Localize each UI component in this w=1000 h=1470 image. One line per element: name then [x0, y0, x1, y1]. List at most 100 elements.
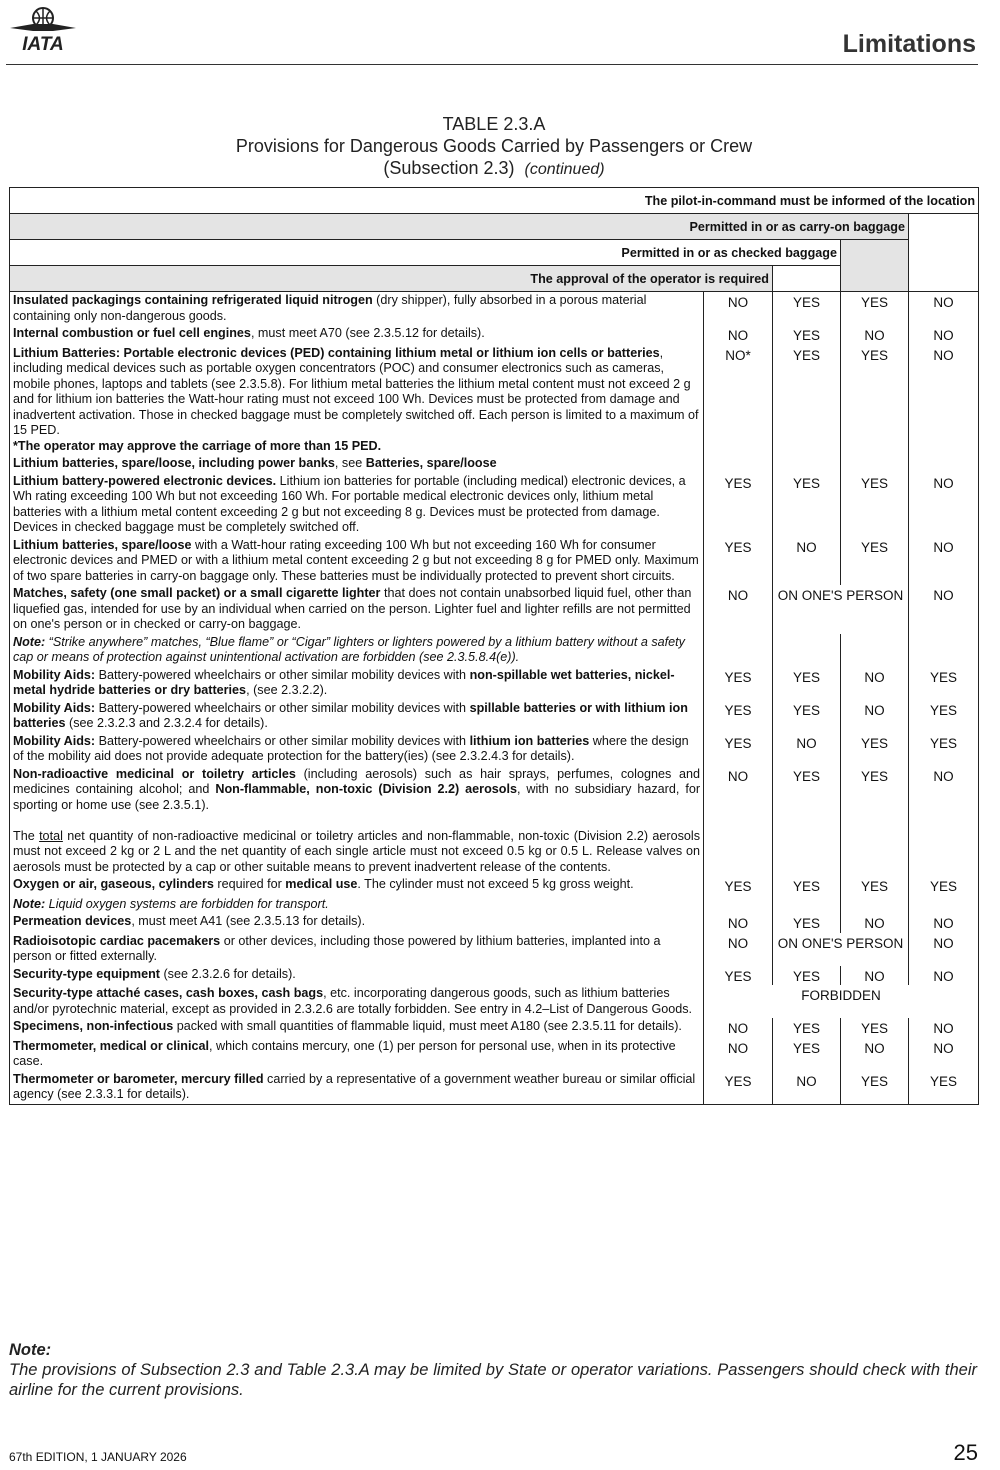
description-segment: total [39, 828, 63, 843]
value-checked-baggage: YES [772, 765, 841, 876]
value-pic-informed: NO [907, 472, 980, 537]
description-segment: , must meet A70 (see 2.3.5.12 for detail… [250, 326, 485, 340]
value-carry-on-baggage: YES [840, 344, 909, 455]
value-carry-on-baggage: NO [840, 325, 909, 345]
value-operator-approval: NO [703, 765, 773, 876]
value-operator-approval: YES [703, 666, 773, 700]
value-carry-on-baggage: YES [840, 1070, 909, 1105]
value-pic-informed: NO [907, 765, 980, 876]
value-pic-informed: YES [907, 876, 980, 896]
value-carry-on-baggage: YES [840, 765, 909, 876]
description-segment: Matches, safety (one small packet) or a … [13, 586, 381, 600]
value-pic-informed: NO [907, 932, 980, 966]
value-checked-baggage: YES [772, 291, 841, 325]
table-row: Note: Liquid oxygen systems are forbidde… [9, 895, 980, 913]
item-description: Thermometer, medical or clinical, which … [9, 1037, 704, 1071]
value-pic-informed: NO [907, 344, 980, 455]
description-segment: packed with small quantities of flammabl… [173, 1019, 682, 1033]
description-segment: with a Watt-hour rating exceeding 100 Wh… [13, 537, 699, 583]
value-checked-baggage: YES [772, 666, 841, 700]
note-label: Note: [9, 1341, 52, 1359]
header-carry-on: Permitted in or as carry-on baggage [9, 213, 909, 240]
value-carry-on-baggage: YES [840, 472, 909, 537]
value-operator-approval: NO [703, 913, 773, 933]
section-title: Limitations [842, 30, 976, 58]
value-operator-approval: NO [703, 1037, 773, 1071]
description-segment: Non-flammable, non-toxic (Division 2.2) … [215, 782, 517, 796]
table-subtitle: (Subsection 2.3) (continued) [0, 158, 988, 179]
value-operator-approval [703, 455, 773, 473]
value-operator-approval: YES [703, 965, 773, 985]
value-checked-baggage [772, 633, 841, 667]
item-description: Security-type equipment (see 2.3.2.6 for… [9, 965, 704, 985]
description-segment: Lithium battery-powered electronic devic… [13, 473, 277, 488]
table-row: Lithium battery-powered electronic devic… [9, 472, 980, 537]
table-row: Mobility Aids: Battery-powered wheelchai… [9, 699, 980, 733]
header-divider [6, 64, 978, 65]
value-checked-baggage: YES [772, 472, 841, 537]
value-carry-on-baggage: NO [840, 1037, 909, 1071]
table-row: Thermometer, medical or clinical, which … [9, 1037, 980, 1071]
value-pic-informed: YES [907, 666, 980, 700]
description-segment: Mobility Aids: [13, 667, 96, 682]
description-segment: , etc. incorporating dangerous goods, su… [13, 986, 693, 1016]
value-pic-informed: NO [907, 913, 980, 933]
value-carry-on-baggage [840, 455, 909, 473]
table-row: Mobility Aids: Battery-powered wheelchai… [9, 666, 980, 700]
item-description: Mobility Aids: Battery-powered wheelchai… [9, 732, 704, 766]
description-segment: , must meet A41 (see 2.3.5.13 for detail… [131, 914, 366, 928]
value-checked-baggage: YES [772, 913, 841, 933]
table-row: Permeation devices, must meet A41 (see 2… [9, 913, 980, 933]
value-checked-baggage: NO [772, 1070, 841, 1105]
description-segment: Non-radioactive medicinal or toiletry ar… [13, 766, 296, 781]
value-operator-approval: NO [703, 325, 773, 345]
value-checked-and-carry-on: ON ONE'S PERSON [772, 585, 909, 634]
description-segment: Mobility Aids: [13, 733, 96, 748]
description-segment: Battery-powered wheelchairs or other sim… [95, 700, 470, 715]
item-description: Matches, safety (one small packet) or a … [9, 585, 704, 634]
description-segment: Lithium batteries, spare/loose, includin… [13, 456, 335, 470]
description-segment: Lithium batteries, spare/loose [13, 537, 192, 552]
subsection-ref: (Subsection 2.3) [383, 158, 515, 178]
description-segment: lithium ion batteries [469, 733, 590, 748]
value-checked-baggage: YES [772, 344, 841, 455]
description-segment: Note: [13, 896, 46, 911]
description-segment: , which contains mercury, one (1) per pe… [13, 1038, 676, 1069]
svg-text:IATA: IATA [22, 34, 64, 55]
value-pic-informed: NO [907, 536, 980, 585]
item-description: Lithium Batteries: Portable electronic d… [9, 344, 704, 455]
table-number: TABLE 2.3.A [442, 114, 546, 134]
item-description: Lithium battery-powered electronic devic… [9, 472, 704, 537]
item-description: Insulated packagings containing refriger… [9, 291, 704, 325]
header-checked: Permitted in or as checked baggage [9, 239, 841, 266]
item-description: Internal combustion or fuel cell engines… [9, 325, 704, 345]
value-pic-informed [907, 633, 980, 667]
continued-label: (continued) [524, 161, 605, 178]
item-description: Non-radioactive medicinal or toiletry ar… [9, 765, 704, 876]
table-row: Lithium batteries, spare/loose, includin… [9, 455, 980, 473]
value-checked-baggage: YES [772, 965, 841, 985]
description-segment: The [13, 828, 40, 843]
value-pic-informed: NO [907, 585, 980, 634]
description-segment: spillable batteries or with lithium ion … [13, 700, 688, 731]
value-operator-approval [703, 895, 773, 913]
description-segment: (see 2.3.2.6 for details). [159, 966, 296, 981]
value-checked-baggage [772, 455, 841, 473]
item-description: Lithium batteries, spare/loose with a Wa… [9, 536, 704, 585]
value-carry-on-baggage: NO [840, 699, 909, 733]
item-description: Note: Liquid oxygen systems are forbidde… [9, 895, 704, 913]
value-pic-informed: YES [907, 732, 980, 766]
page-number: 25 [953, 1440, 978, 1465]
table-row: Mobility Aids: Battery-powered wheelchai… [9, 732, 980, 766]
value-carry-on-baggage: NO [840, 913, 909, 933]
description-segment: . The cylinder must not exceed 5 kg gros… [357, 877, 634, 891]
footnote: Note: The provisions of Subsection 2.3 a… [9, 1340, 977, 1400]
item-description: Permeation devices, must meet A41 (see 2… [9, 913, 704, 933]
description-segment: medical use [285, 877, 358, 891]
value-checked-baggage: YES [772, 1037, 841, 1071]
description-segment: Oxygen or air, gaseous, cylinders [13, 877, 214, 891]
value-carry-on-baggage: NO [840, 666, 909, 700]
description-segment: Permeation devices [13, 914, 132, 928]
value-checked-baggage: YES [772, 325, 841, 345]
value-pic-informed [907, 455, 980, 473]
